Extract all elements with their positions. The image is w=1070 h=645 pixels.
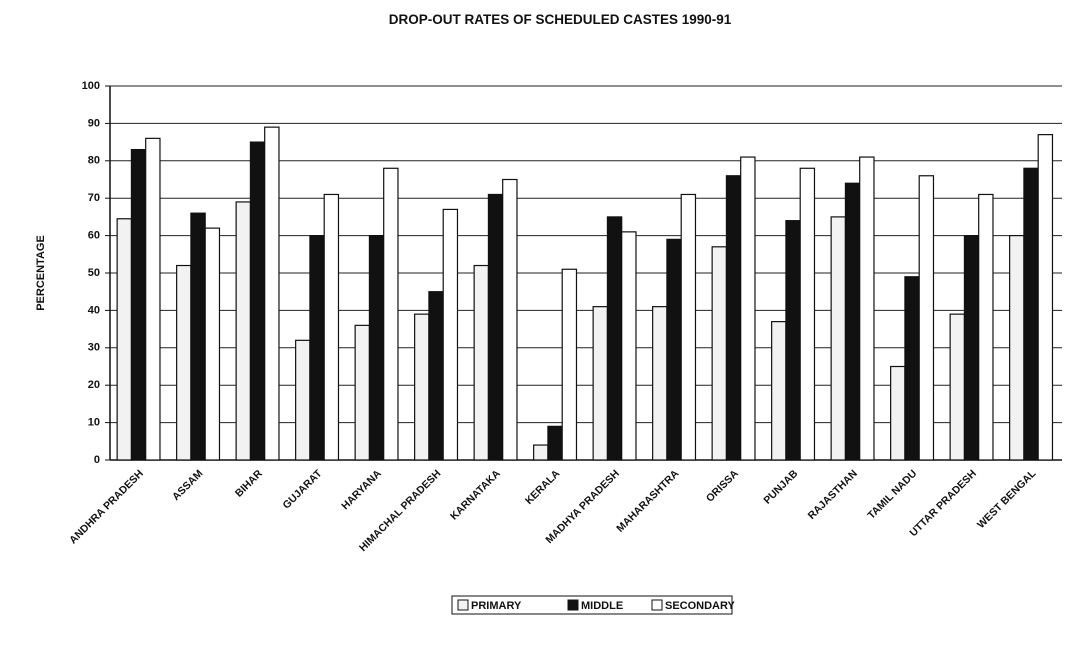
- legend-label: PRIMARY: [471, 600, 522, 612]
- bar: [295, 339, 311, 461]
- bar: [711, 246, 728, 461]
- y-tick-label: 0: [94, 454, 100, 466]
- x-tick-label: BIHAR: [233, 467, 265, 499]
- bar: [830, 216, 847, 461]
- bar: [592, 306, 609, 461]
- x-tick-label: RAJASTHAN: [806, 468, 860, 522]
- bar: [547, 425, 563, 461]
- bar: [502, 178, 518, 461]
- y-tick-label: 100: [82, 80, 100, 92]
- y-tick-label: 80: [88, 155, 100, 167]
- bar: [176, 264, 192, 461]
- bar: [368, 235, 385, 461]
- bar: [309, 235, 325, 461]
- legend-swatch: [651, 599, 663, 611]
- bar: [428, 291, 444, 461]
- x-tick-label: ASSAM: [170, 467, 205, 502]
- bar: [725, 175, 742, 461]
- bar: [904, 276, 920, 461]
- bar: [799, 167, 816, 461]
- bar: [383, 167, 399, 461]
- bar: [442, 208, 459, 461]
- bar: [859, 156, 875, 461]
- bar: [1009, 235, 1025, 461]
- bar: [890, 365, 906, 461]
- bar: [487, 193, 504, 461]
- legend-swatch: [457, 599, 469, 611]
- bar: [963, 235, 980, 461]
- x-tick-label: KARNATAKA: [448, 467, 503, 522]
- legend-swatch: [567, 599, 579, 611]
- x-tick-label: MAHARASHTRA: [614, 467, 681, 534]
- x-tick-label: KERALA: [523, 467, 563, 507]
- bar: [533, 444, 549, 461]
- legend-label: MIDDLE: [581, 600, 623, 612]
- bar: [621, 231, 637, 461]
- y-tick-label: 10: [88, 417, 100, 429]
- x-tick-label: UTTAR PRADESH: [907, 468, 978, 539]
- x-tick-label: ORISSA: [704, 467, 741, 504]
- bar: [1023, 167, 1039, 461]
- x-tick-label: ANDHRA PRADESH: [67, 468, 146, 547]
- y-tick-label: 50: [88, 267, 100, 279]
- bar: [264, 126, 280, 461]
- bar: [1037, 134, 1054, 461]
- bar: [771, 321, 787, 461]
- chart-title: DROP-OUT RATES OF SCHEDULED CASTES 1990-…: [389, 12, 732, 27]
- y-tick-label: 40: [88, 304, 100, 316]
- bar: [949, 313, 966, 461]
- bar: [666, 238, 682, 461]
- bar: [204, 227, 221, 461]
- bar: [740, 156, 756, 461]
- bar: [473, 264, 490, 461]
- bar: [652, 306, 668, 461]
- x-tick-label: TAMIL NADU: [865, 468, 919, 522]
- y-tick-label: 30: [88, 342, 100, 354]
- bar: [414, 313, 430, 461]
- x-tick-label: GUJARAT: [281, 467, 325, 511]
- legend-label: SECONDARY: [665, 600, 736, 612]
- bar: [918, 175, 935, 461]
- bar: [323, 193, 340, 461]
- x-tick-label: HARYANA: [339, 467, 384, 512]
- bar: [680, 193, 697, 461]
- bar: [354, 324, 371, 461]
- y-tick-label: 60: [88, 230, 100, 242]
- bar: [249, 141, 266, 461]
- bar: [145, 137, 161, 461]
- bar: [785, 220, 801, 461]
- y-tick-label: 70: [88, 192, 100, 204]
- bar: [561, 268, 578, 461]
- bar: [190, 212, 206, 461]
- bar: [235, 201, 252, 461]
- x-tick-label: PUNJAB: [761, 467, 800, 506]
- bar: [978, 193, 994, 461]
- bar: [844, 182, 861, 461]
- bar: [116, 218, 133, 461]
- bar: [606, 216, 623, 461]
- y-tick-label: 20: [88, 379, 100, 391]
- y-tick-label: 90: [88, 117, 100, 129]
- bar: [130, 148, 147, 461]
- y-axis-label: PERCENTAGE: [35, 235, 47, 311]
- x-tick-label: WEST BENGAL: [975, 467, 1039, 531]
